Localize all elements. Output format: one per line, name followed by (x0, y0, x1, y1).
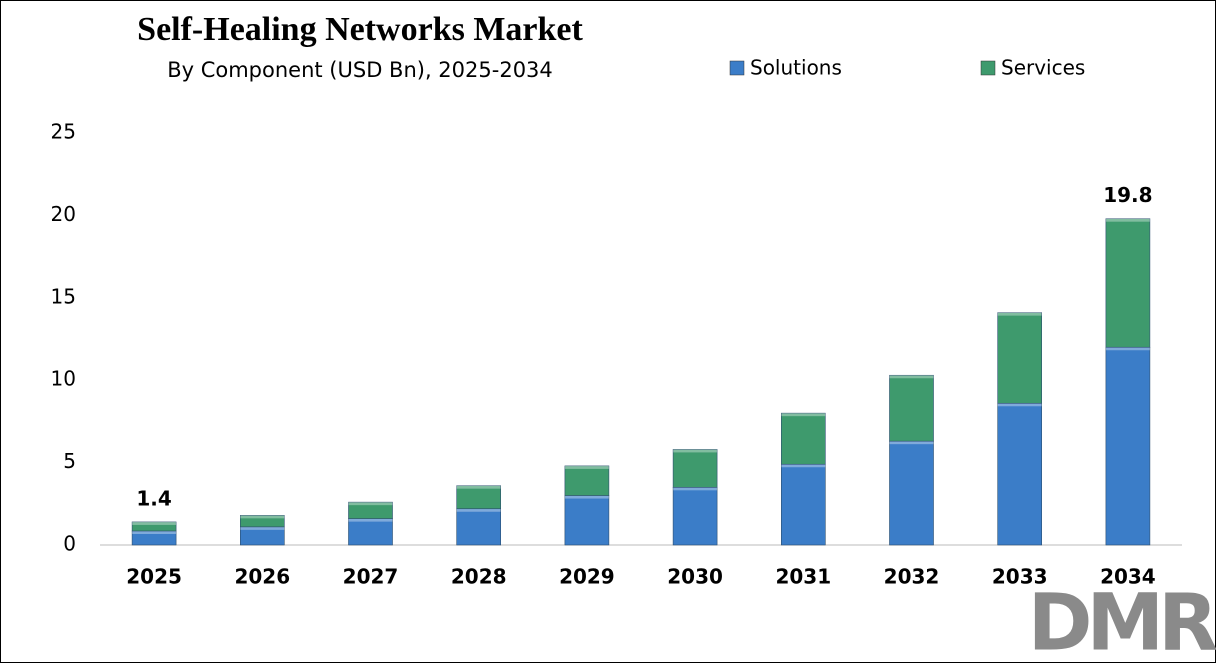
bar-segment (1105, 218, 1151, 348)
bar-segment (997, 402, 1043, 546)
legend-swatch (980, 60, 996, 76)
bar-highlight (673, 449, 718, 453)
bar-segment (1105, 346, 1151, 546)
bar-segment (456, 485, 502, 510)
logo-text: DMR (1028, 578, 1216, 663)
x-tick-label: 2027 (343, 565, 399, 589)
bar-highlight (456, 508, 501, 512)
bar-highlight (889, 441, 934, 445)
bar-segment (131, 521, 177, 532)
bar-segment (997, 312, 1043, 404)
bar-segment (889, 440, 934, 546)
x-tick-label: 2028 (451, 565, 507, 589)
y-tick-label: 20 (51, 202, 76, 226)
bar-segment (456, 508, 502, 546)
bar-highlight (456, 485, 501, 489)
bar-highlight (997, 403, 1042, 407)
bar-segment (348, 518, 393, 546)
bar-highlight (564, 465, 609, 469)
bar-highlight (997, 312, 1042, 316)
bar-highlight (781, 464, 826, 468)
legend-label: Services (1001, 56, 1085, 80)
total-label: 19.8 (1103, 183, 1152, 207)
legend-swatch (729, 60, 745, 76)
y-tick-label: 5 (63, 449, 76, 473)
bar-segment (672, 487, 718, 546)
total-label: 1.4 (136, 486, 171, 510)
bar-highlight (348, 502, 393, 506)
bar-highlight (240, 515, 285, 519)
legend-label: Solutions (750, 56, 842, 80)
x-tick-label: 2033 (992, 565, 1048, 589)
y-tick-label: 25 (51, 120, 76, 144)
bar-segment (564, 495, 610, 546)
x-tick-label: 2029 (559, 565, 615, 589)
bar-highlight (889, 375, 934, 379)
x-tick-label: 2030 (667, 565, 723, 589)
y-tick-label: 10 (51, 367, 76, 391)
bar-segment (889, 374, 934, 442)
bar-highlight (348, 518, 393, 522)
bar-highlight (781, 413, 826, 417)
x-tick-label: 2032 (884, 565, 940, 589)
x-tick-label: 2026 (234, 565, 290, 589)
bar-segment (240, 515, 285, 528)
bar-segment (780, 412, 826, 465)
chart-title: Self-Healing Networks Market (137, 11, 583, 48)
bar-highlight (1105, 218, 1150, 222)
x-tick-label: 2031 (775, 565, 831, 589)
bar-highlight (564, 495, 609, 499)
bar-segment (780, 463, 826, 546)
bar-highlight (132, 521, 177, 525)
bar-segment (348, 501, 393, 519)
y-tick-label: 15 (51, 284, 76, 308)
bar-highlight (673, 487, 718, 491)
y-tick-label: 0 (63, 532, 76, 556)
bar-highlight (1105, 347, 1150, 351)
x-tick-label: 2025 (126, 565, 182, 589)
chart-subtitle: By Component (USD Bn), 2025-2034 (167, 58, 553, 82)
bar-segment (564, 465, 610, 496)
bar-highlight (132, 530, 177, 534)
x-tick-label: 2034 (1100, 565, 1156, 589)
logo: DMR (1028, 578, 1216, 663)
bar-segment (672, 449, 718, 488)
bar-highlight (240, 526, 285, 530)
